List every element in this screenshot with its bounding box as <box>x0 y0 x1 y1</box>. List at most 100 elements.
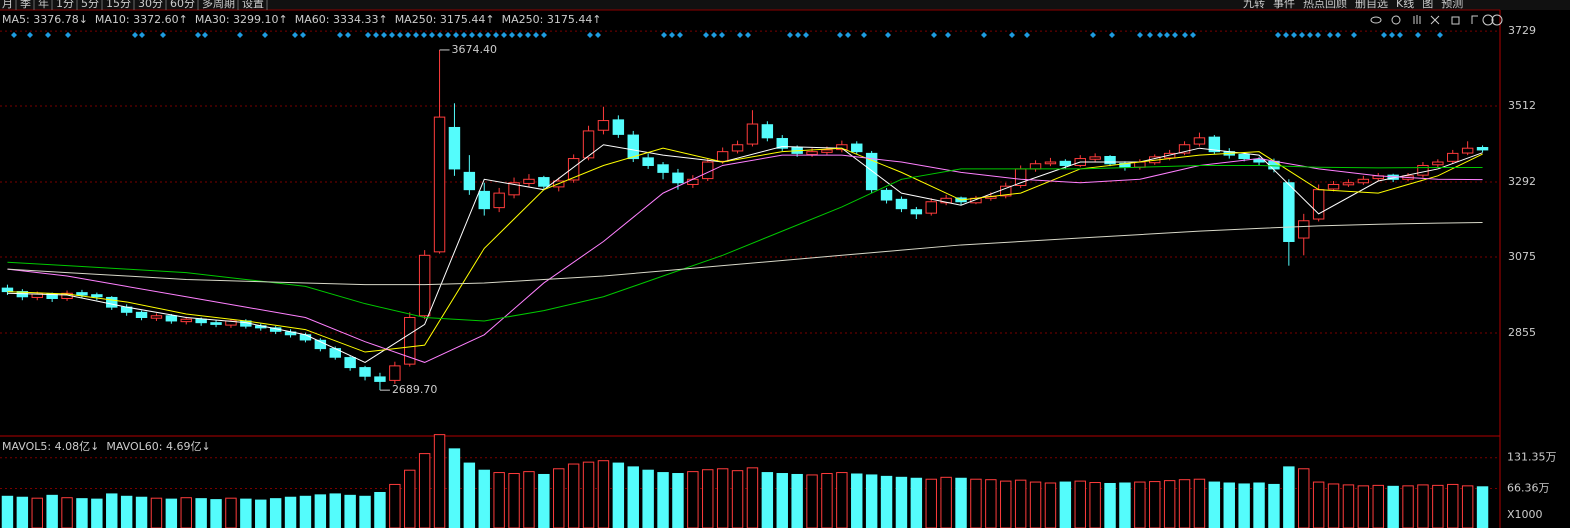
volume-bar <box>597 460 610 528</box>
volume-bar <box>702 469 714 528</box>
volume-bar <box>731 470 744 528</box>
volume-bar <box>985 479 997 528</box>
candle-body <box>418 254 431 317</box>
signal-marker <box>1415 32 1421 38</box>
toolbar-button[interactable]: 设置 <box>242 0 264 10</box>
candle-body <box>880 189 893 201</box>
volume-bar <box>1 495 14 528</box>
toolbar-button[interactable]: K线 <box>1396 0 1414 10</box>
candle-body <box>1283 182 1295 242</box>
signal-marker <box>202 32 208 38</box>
ma-line <box>7 154 1483 363</box>
volume-bar <box>821 473 833 528</box>
signal-marker <box>262 32 268 38</box>
cut-icon[interactable] <box>1430 15 1440 25</box>
candle-body <box>1178 144 1191 154</box>
signal-marker <box>397 32 403 38</box>
volume-bar <box>1327 483 1340 528</box>
signal-marker <box>703 32 709 38</box>
volume-bar <box>61 497 73 528</box>
signal-marker <box>719 32 725 38</box>
volume-bar <box>582 461 595 528</box>
signal-marker <box>1315 32 1321 38</box>
signal-marker <box>661 32 667 38</box>
candle-body <box>597 120 610 131</box>
toolbar-button[interactable]: 60分 <box>170 0 195 10</box>
signal-marker <box>501 32 507 38</box>
annotation-label: 3674.40 <box>452 43 498 56</box>
ma-legend: MA250: 3175.44↑ <box>395 13 495 26</box>
candle-body <box>91 294 103 298</box>
signal-marker <box>469 32 475 38</box>
signal-marker <box>1291 32 1297 38</box>
toolbar-button[interactable]: 月 <box>2 0 13 10</box>
candle-body <box>1417 164 1429 176</box>
candle-body <box>1 287 14 293</box>
candle-body <box>538 177 550 187</box>
signal-marker <box>139 32 145 38</box>
signal-marker <box>1307 32 1313 38</box>
candle-body <box>1044 161 1057 165</box>
signal-marker <box>195 32 201 38</box>
volume-bar <box>940 476 952 528</box>
volume-bar <box>1461 485 1474 528</box>
toolbar-button[interactable]: 预测 <box>1441 0 1463 10</box>
signal-marker <box>677 32 683 38</box>
draw-icon[interactable] <box>1471 15 1478 24</box>
toolbar-button[interactable]: 5分 <box>81 0 99 10</box>
candle-body <box>627 134 639 160</box>
candle-body <box>1432 161 1444 166</box>
volume-bar <box>1417 484 1429 528</box>
candle-body <box>1327 183 1340 190</box>
volume-bar <box>135 496 148 528</box>
view-icon[interactable] <box>1391 15 1401 25</box>
signal-marker <box>525 32 531 38</box>
volume-bar <box>1447 483 1459 528</box>
lock-icon[interactable] <box>1451 16 1460 25</box>
volume-bar <box>344 494 356 528</box>
ma-legend: MA30: 3299.10↑ <box>195 13 288 26</box>
y-tick-label: 3292 <box>1508 175 1536 188</box>
zoom-out-icon[interactable] <box>1491 14 1503 26</box>
volume-bar <box>1312 481 1325 528</box>
signal-marker <box>787 32 793 38</box>
volume-bar <box>1476 486 1489 528</box>
volume-bar <box>1163 480 1176 528</box>
candle-body <box>612 119 625 135</box>
candle-body <box>940 197 952 204</box>
volume-bar <box>240 498 252 528</box>
ma-line <box>7 221 1483 286</box>
volume-bar <box>150 497 163 528</box>
signal-marker <box>1190 32 1196 38</box>
volume-bar <box>836 472 848 528</box>
volume-bar <box>210 499 222 528</box>
candle-body <box>344 357 356 369</box>
toolbar-button[interactable]: 热点回顾 <box>1303 0 1347 10</box>
candle-body <box>687 178 699 185</box>
toolbar-button[interactable]: 九转 <box>1243 0 1265 10</box>
toolbar-button[interactable]: 多周期 <box>202 0 235 10</box>
signal-marker <box>1299 32 1305 38</box>
hand-icon[interactable] <box>1413 15 1421 24</box>
y-tick-label: 3729 <box>1508 24 1536 37</box>
eye-icon[interactable] <box>1370 16 1382 24</box>
vol-tick-label: 131.35万 <box>1507 451 1557 464</box>
signal-marker <box>1009 32 1015 38</box>
toolbar-button[interactable]: 15分 <box>106 0 131 10</box>
toolbar-button[interactable]: 年 <box>38 0 49 10</box>
toolbar-button[interactable]: 30分 <box>138 0 163 10</box>
volume-bar <box>359 495 371 528</box>
toolbar-button[interactable]: 季 <box>20 0 31 10</box>
volume-bar <box>165 498 178 528</box>
volume-bar <box>687 471 699 528</box>
toolbar-button[interactable]: 删自选 <box>1355 0 1388 10</box>
toolbar-button[interactable]: 图 <box>1422 0 1433 10</box>
y-tick-label: 2855 <box>1508 326 1536 339</box>
toolbar-button[interactable]: 事件 <box>1273 0 1295 10</box>
candle-body <box>806 151 818 155</box>
zoom-in-icon[interactable] <box>1482 14 1494 26</box>
toolbar-button[interactable]: 1分 <box>56 0 74 10</box>
toolbar <box>0 0 1570 10</box>
signal-marker <box>1164 32 1170 38</box>
